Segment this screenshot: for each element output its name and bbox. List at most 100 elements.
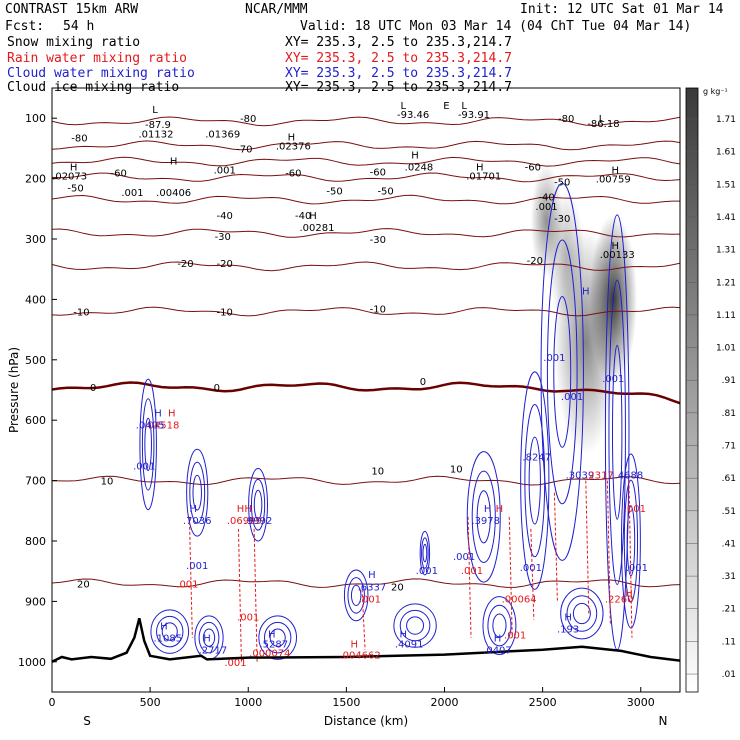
contour-annotation: H <box>400 629 408 640</box>
contour-annotation: .001 <box>461 566 483 577</box>
contour-annotation: H <box>203 634 211 645</box>
colorbar-label: 1.61 <box>716 148 736 158</box>
colorbar-label: .11 <box>722 637 736 647</box>
contour-annotation: .1085 <box>153 634 182 645</box>
rain-water-contour <box>361 589 366 650</box>
contour-annotation: -93.46 <box>397 110 429 121</box>
field-name-cloud-water: Cloud water mixing ratio <box>7 66 195 81</box>
colorbar <box>685 87 699 693</box>
y-tick-label: 600 <box>25 414 46 427</box>
contour-annotation: .00064 <box>502 594 537 605</box>
cloud-water-contour <box>560 587 604 640</box>
isotherm-label: 10 <box>101 477 114 488</box>
x-tick-label: 1500 <box>332 696 360 709</box>
isotherm-20 <box>52 578 680 588</box>
contour-annotation: H <box>368 570 376 581</box>
contour-annotation: .001 <box>176 579 198 590</box>
field-name-rain: Rain water mixing ratio <box>7 51 188 66</box>
cloud-water-contour <box>421 537 429 569</box>
contour-annotation: .2260 <box>605 594 634 605</box>
rain-water-contour <box>530 528 535 620</box>
contour-annotation: .193 <box>557 625 579 636</box>
isotherm-label: -40 <box>217 211 233 222</box>
cloud-water-contour <box>258 615 298 660</box>
field-name-snow: Snow mixing ratio <box>7 35 141 50</box>
cloud-water-contour <box>269 628 286 647</box>
y-tick-label: 500 <box>25 354 46 367</box>
cloud-water-contour <box>399 609 431 642</box>
isotherm-label: -10 <box>73 307 89 318</box>
cloud-water-contour <box>150 609 190 654</box>
rain-water-contour <box>237 528 242 662</box>
cloud-water-contour <box>492 613 507 638</box>
contour-annotation: H <box>611 166 619 177</box>
contour-annotation: H <box>411 150 419 161</box>
north-label: N <box>659 714 668 728</box>
contour-annotation: .04518 <box>144 420 179 431</box>
y-tick-label: 300 <box>25 233 46 246</box>
isotherm-label: -50 <box>326 187 342 198</box>
isotherm-label: -50 <box>377 187 393 198</box>
y-tick-label: 900 <box>25 595 46 608</box>
center-name: NCAR/MMM <box>245 2 308 17</box>
contour-annotation: H <box>611 241 619 252</box>
contour-annotation: H <box>309 211 317 222</box>
contour-annotation: .00133 <box>600 250 635 261</box>
colorbar-label: .21 <box>722 605 736 615</box>
contour-annotation: .02376 <box>276 141 311 152</box>
cloud-water-contour <box>347 577 365 614</box>
cloud-water-contour <box>186 448 209 537</box>
isotherm--70 <box>52 140 680 151</box>
cloud-water-contour <box>611 344 623 520</box>
contour-annotation: .3039 <box>566 471 595 482</box>
colorbar-label: 1.01 <box>716 344 736 354</box>
contour-annotation: .001 <box>624 504 646 515</box>
contour-annotation: .0248 <box>405 163 434 174</box>
colorbar-label: 1.11 <box>716 311 736 321</box>
contour-annotation: .8247 <box>522 452 551 463</box>
cloud-water-contour <box>198 621 220 654</box>
cloud-water-contour <box>528 436 541 525</box>
x-tick-label: 2500 <box>529 696 557 709</box>
isotherm-label: 20 <box>77 579 90 590</box>
contour-annotation: .01701 <box>466 172 501 183</box>
contour-annotation: .00406 <box>156 188 191 199</box>
colorbar-label: .51 <box>722 507 736 517</box>
cloud-water-contour <box>250 478 266 531</box>
contour-annotation: .001 <box>186 561 208 572</box>
y-axis-title: Pressure (hPa) <box>7 347 21 433</box>
y-tick-label: 200 <box>25 173 46 186</box>
contour-annotation: .001 <box>133 462 155 473</box>
isotherm--50 <box>52 172 680 183</box>
cloud-water-contour <box>471 470 496 564</box>
model-title: CONTRAST 15km ARW <box>5 2 139 17</box>
y-tick-label: 700 <box>25 475 46 488</box>
cloud-water-contour <box>343 569 369 622</box>
contour-annotation: .6337 <box>358 582 387 593</box>
valid-time: Valid: 18 UTC Mon 03 Mar 14 (04 ChT Tue … <box>300 19 692 34</box>
contour-annotation: H <box>625 588 633 599</box>
isotherm-label: -20 <box>177 259 193 270</box>
contour-annotation: .9992 <box>244 516 273 527</box>
contour-annotation: .004662 <box>339 651 380 662</box>
rain-water-contour <box>508 516 513 638</box>
isotherm-label: -30 <box>554 214 570 225</box>
contour-annotation: H <box>476 163 484 174</box>
contour-annotation: H <box>564 613 572 624</box>
x-tick-label: 2000 <box>431 696 459 709</box>
contour-annotation: .001 <box>453 552 475 563</box>
isotherm--60 <box>52 156 680 167</box>
contour-annotation: .00759 <box>596 175 631 186</box>
colorbar-label: .61 <box>722 474 736 484</box>
contour-annotation: .2717 <box>199 646 228 657</box>
init-time: Init: 12 UTC Sat 01 Mar 14 <box>520 2 724 17</box>
isotherm-label: -60 <box>285 169 301 180</box>
isotherm-label: -60 <box>370 167 386 178</box>
contour-annotation: E <box>443 101 449 112</box>
contour-annotation: H <box>288 132 296 143</box>
rain-water-contour <box>628 480 633 638</box>
isotherm-label: 0 <box>214 383 220 394</box>
cloud-water-contour <box>144 417 152 471</box>
x-tick-label: 3000 <box>627 696 655 709</box>
